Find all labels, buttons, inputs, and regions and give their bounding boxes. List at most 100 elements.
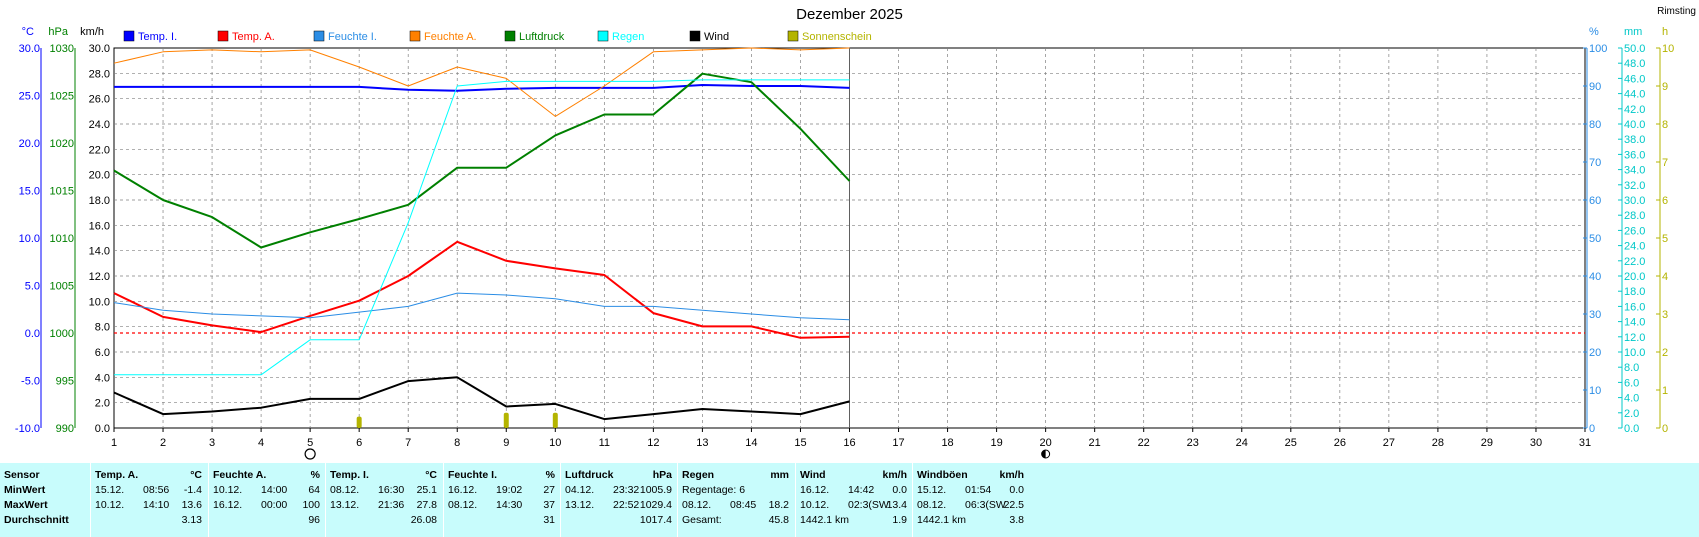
stats-header: Temp. A. °C — [95, 468, 202, 483]
stats-panel-windb-en: Windböen km/h 15.12. 01:54 0.0 08.12. 06:3(SW 2… — [912, 463, 1028, 537]
wind-axis-tick-label: 26.0 — [89, 94, 110, 106]
stats-row: 1017.4 — [565, 513, 672, 528]
stats-cell-value: 27 — [543, 484, 555, 496]
legend-label-feuchte-i: Feuchte I. — [328, 31, 377, 43]
rain-axis-tick-label: 34.0 — [1624, 165, 1645, 177]
stats-cell-time: 00:00 — [261, 499, 288, 511]
stats-cell-value: 31 — [543, 514, 555, 526]
x-tick-label: 14 — [745, 437, 757, 449]
legend-swatch-feuchte-i — [313, 30, 325, 42]
humidity-axis-tick-label: 30 — [1589, 309, 1601, 321]
temp-axis-tick-label: 0.0 — [25, 328, 40, 340]
x-tick-label: 18 — [941, 437, 953, 449]
stats-row: 31 — [448, 513, 555, 528]
feuchte-i-line — [113, 292, 850, 321]
rain-axis-tick-label: 40.0 — [1624, 119, 1645, 131]
stats-row: 10.12. 02:3(SW 13.4 — [800, 498, 907, 513]
pressure-axis-tick-label: 1010 — [50, 233, 74, 245]
x-tick-label: 31 — [1579, 437, 1591, 449]
weather-chart: -10.0-5.00.05.010.015.020.025.030.0°C990… — [15, 26, 1674, 460]
humidity-axis-tick-label: 50 — [1589, 233, 1601, 245]
x-tick-label: 9 — [503, 437, 509, 449]
stats-row: 13.12. 22:52 1029.4 — [565, 498, 672, 513]
wind-axis-tick-label: 4.0 — [95, 372, 110, 384]
x-tick-label: 5 — [307, 437, 313, 449]
stats-header-name: Temp. I. — [330, 469, 369, 481]
stats-panel-wind: Wind km/h 16.12. 14:42 0.0 10.12. 02:3(SW 13.4 1… — [795, 463, 911, 537]
wind-axis-tick-label: 2.0 — [95, 398, 110, 410]
temp-axis-unit-label: °C — [22, 26, 34, 38]
x-tick-label: 2 — [160, 437, 166, 449]
legend-swatch-wind — [689, 30, 701, 42]
temp-axis-tick-label: -10.0 — [15, 423, 40, 435]
rain-axis-tick-label: 18.0 — [1624, 286, 1645, 298]
legend-label-sonnenschein: Sonnenschein — [802, 31, 872, 43]
stats-row: 08.12. 14:30 37 — [448, 498, 555, 513]
stats-row: 16.12. 19:02 27 — [448, 483, 555, 498]
x-tick-label: 27 — [1383, 437, 1395, 449]
x-tick-label: 23 — [1187, 437, 1199, 449]
stats-header: Windböen km/h — [917, 468, 1024, 483]
stats-header: Temp. I. °C — [330, 468, 437, 483]
x-tick-label: 3 — [209, 437, 215, 449]
x-tick-label: 10 — [549, 437, 561, 449]
sun-axis-tick-label: 7 — [1662, 157, 1668, 169]
stats-row: 15.12. 08:56 -1.4 — [95, 483, 202, 498]
stats-cell-time: 14:10 — [143, 499, 170, 511]
stats-cell-time: 16:30 — [378, 484, 405, 496]
wind-axis-tick-label: 24.0 — [89, 119, 110, 131]
rain-axis-tick-label: 36.0 — [1624, 149, 1645, 161]
stats-cell-date: 13.12. — [565, 499, 595, 511]
rain-axis-tick-label: 10.0 — [1624, 347, 1645, 359]
sun-axis-tick-label: 3 — [1662, 309, 1668, 321]
humidity-axis-tick-label: 40 — [1589, 271, 1601, 283]
stats-cell-date: 15.12. — [95, 484, 125, 496]
chart-title: Dezember 2025 — [796, 6, 903, 23]
sun-axis-tick-label: 0 — [1662, 423, 1668, 435]
stats-row: 16.12. 00:00 100 — [213, 498, 320, 513]
stats-cell-date: 10.12. — [800, 499, 830, 511]
rain-axis-tick-label: 32.0 — [1624, 180, 1645, 192]
stats-row: 1442.1 km 3.8 — [917, 513, 1024, 528]
pressure-axis-unit-label: hPa — [48, 26, 68, 38]
stats-cell-value: 1029.4 — [639, 499, 672, 511]
rain-axis-tick-label: 22.0 — [1624, 256, 1645, 268]
humidity-axis-unit-label: % — [1589, 26, 1599, 38]
humidity-axis-tick-label: 60 — [1589, 195, 1601, 207]
x-tick-label: 17 — [892, 437, 904, 449]
stats-cell-value: 1.9 — [892, 514, 907, 526]
humidity-axis-tick-label: 70 — [1589, 157, 1601, 169]
x-tick-label: 28 — [1432, 437, 1444, 449]
stats-row: 10.12. 14:10 13.6 — [95, 498, 202, 513]
stats-row: 1442.1 km 1.9 — [800, 513, 907, 528]
station-name: Rimsting — [1657, 6, 1696, 17]
sun-axis-unit-label: h — [1662, 26, 1668, 38]
sun-axis-tick-label: 10 — [1662, 43, 1674, 55]
stats-cell-time: 21:36 — [378, 499, 405, 511]
stats-row-label: Durchschnitt — [4, 514, 69, 526]
sun-axis-tick-label: 1 — [1662, 385, 1668, 397]
rain-axis-tick-label: 4.0 — [1624, 393, 1639, 405]
humidity-axis-tick-label: 10 — [1589, 385, 1601, 397]
stats-row: 08.12. 16:30 25.1 — [330, 483, 437, 498]
stats-cell-date: 04.12. — [565, 484, 595, 496]
stats-cell-time: 08:56 — [143, 484, 170, 496]
stats-panel-temp-a: Temp. A. °C 15.12. 08:56 -1.4 10.12. 14:10 13.6… — [90, 463, 206, 537]
wind-axis-tick-label: 6.0 — [95, 347, 110, 359]
stats-row: 13.12. 21:36 27.8 — [330, 498, 437, 513]
stats-cell-date: 16.12. — [448, 484, 478, 496]
x-tick-label: 30 — [1530, 437, 1542, 449]
stats-header: Feuchte I.% — [448, 468, 555, 483]
legend-label-temp-i: Temp. I. — [138, 31, 177, 43]
stats-header: Luftdruck hPa — [565, 468, 672, 483]
stats-header-unit: km/h — [882, 469, 907, 481]
stats-cell-value: 3.8 — [1009, 514, 1024, 526]
stats-row: 96 — [213, 513, 320, 528]
stats-cell-value: 64 — [308, 484, 320, 496]
stats-cell-date: Gesamt: — [682, 514, 722, 526]
rain-axis-tick-label: 12.0 — [1624, 332, 1645, 344]
rain-axis-tick-label: 50.0 — [1624, 43, 1645, 55]
stats-cell-time: 14:30 — [496, 499, 523, 511]
stats-header-name: Regen — [682, 469, 715, 481]
wind-axis-tick-label: 18.0 — [89, 195, 110, 207]
